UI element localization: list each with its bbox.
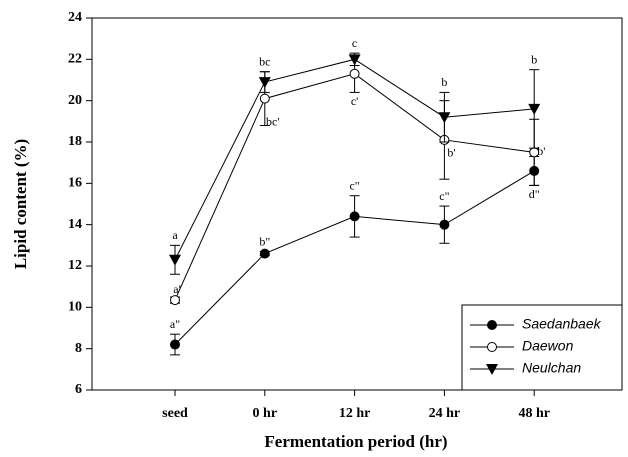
y-axis-title: Lipid content (%) — [11, 139, 30, 269]
significance-letter: b — [531, 52, 537, 66]
x-axis-title: Fermentation period (hr) — [264, 432, 447, 451]
significance-letter: c — [352, 36, 357, 50]
data-point — [259, 93, 270, 104]
legend-label: Saedanbaek — [522, 316, 602, 332]
y-tick-label: 16 — [68, 176, 82, 191]
y-tick-label: 20 — [68, 93, 82, 108]
plot-frame — [91, 17, 623, 391]
legend-marker — [487, 342, 497, 352]
data-point — [349, 68, 360, 79]
significance-letter: b' — [537, 144, 545, 158]
y-tick-label: 22 — [68, 52, 82, 67]
x-tick-label: 0 hr — [253, 406, 278, 421]
significance-letter: c' — [351, 94, 359, 108]
x-tick-label: 48 hr — [518, 406, 550, 421]
significance-letter: a — [172, 228, 178, 242]
significance-letter: b" — [259, 234, 270, 248]
x-tick-label: 24 hr — [429, 406, 461, 421]
significance-letter: a' — [173, 282, 181, 296]
significance-letter: b' — [447, 146, 455, 160]
legend-marker — [487, 320, 497, 330]
data-point — [170, 339, 180, 350]
significance-letter: a" — [170, 317, 180, 331]
data-point — [258, 77, 271, 89]
data-point — [169, 254, 181, 266]
data-point — [170, 295, 180, 306]
x-tick-label: 12 hr — [339, 406, 371, 421]
significance-letter: b — [441, 75, 447, 89]
y-tick-label: 8 — [75, 341, 82, 356]
legend-label: Neulchan — [522, 360, 581, 376]
legend-marker — [486, 364, 498, 375]
y-tick-label: 24 — [68, 10, 82, 25]
data-point — [439, 219, 450, 230]
y-tick-label: 6 — [75, 382, 82, 397]
data-point — [259, 248, 270, 259]
significance-letter: bc' — [266, 114, 280, 128]
significance-letter: bc — [259, 54, 270, 68]
significance-letter: c" — [349, 178, 359, 192]
y-tick-label: 18 — [68, 134, 82, 149]
data-point — [438, 112, 451, 124]
data-point — [349, 211, 360, 222]
y-tick-label: 10 — [68, 300, 82, 315]
significance-letter: d" — [529, 187, 540, 201]
y-tick-label: 14 — [68, 217, 82, 232]
x-tick-label: seed — [162, 406, 188, 421]
significance-letter: c" — [439, 189, 449, 203]
legend-label: Daewon — [522, 338, 574, 354]
data-point — [348, 54, 361, 66]
y-tick-label: 12 — [68, 258, 82, 273]
data-point — [528, 103, 541, 115]
